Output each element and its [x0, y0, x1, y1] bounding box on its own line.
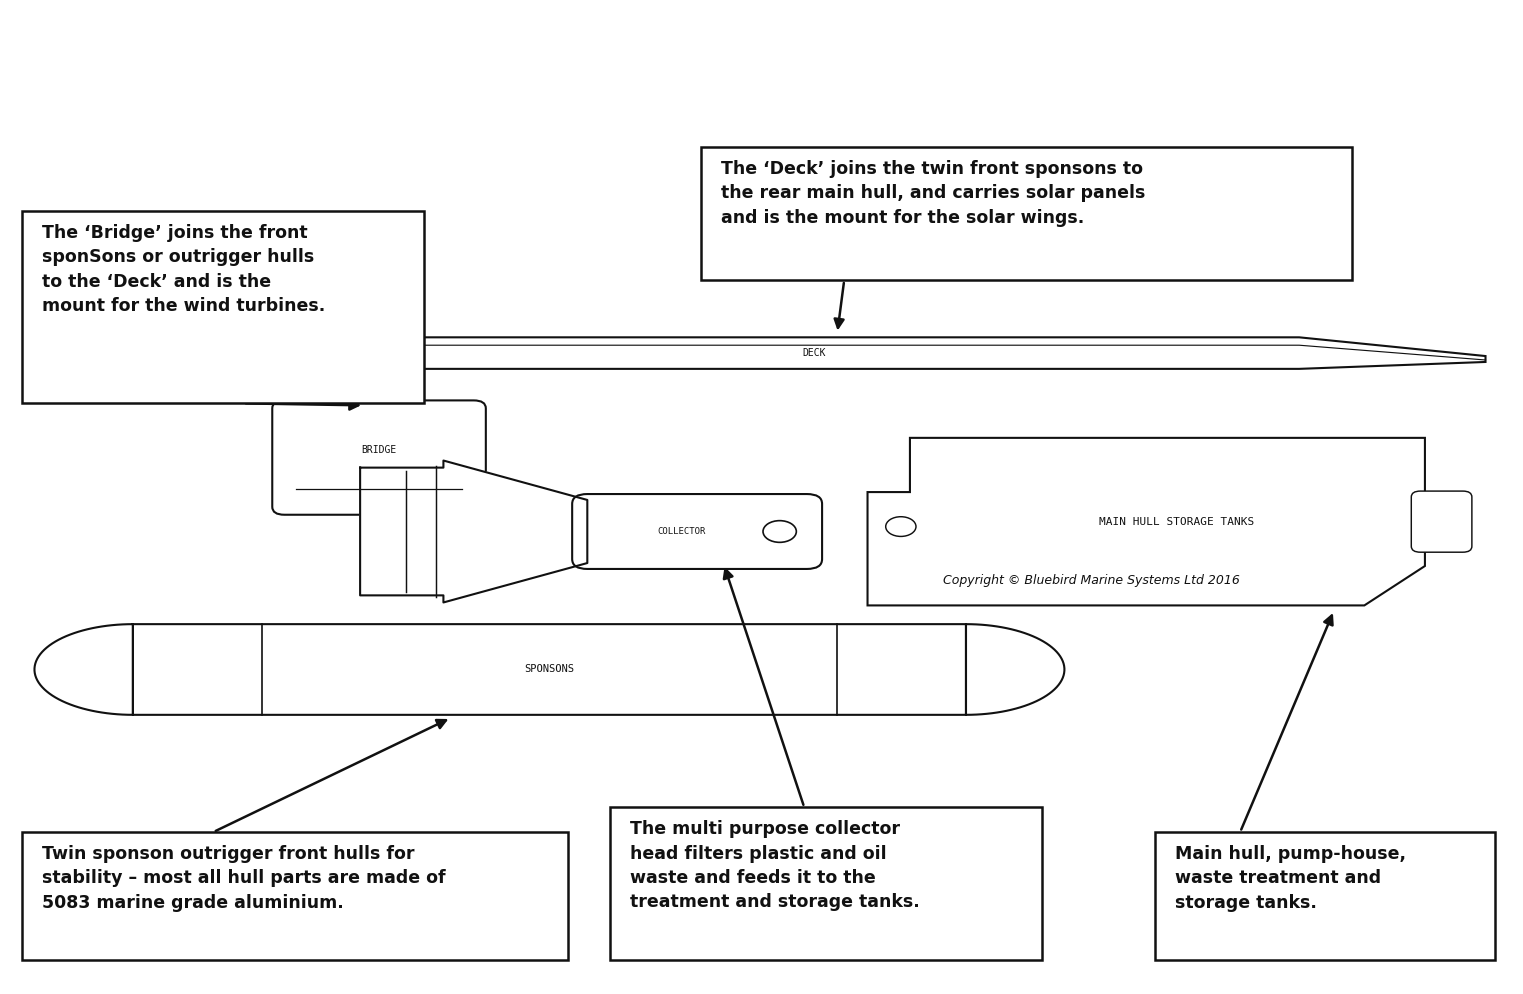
FancyBboxPatch shape [23, 832, 568, 960]
FancyBboxPatch shape [611, 807, 1042, 960]
Polygon shape [359, 460, 588, 602]
Text: The multi purpose collector
head filters plastic and oil
waste and feeds it to t: The multi purpose collector head filters… [629, 820, 920, 911]
Polygon shape [35, 624, 1065, 715]
Polygon shape [285, 337, 1485, 369]
Text: Main hull, pump-house,
waste treatment and
storage tanks.: Main hull, pump-house, waste treatment a… [1176, 845, 1406, 911]
Text: SPONSONS: SPONSONS [524, 665, 574, 675]
Text: BRIDGE: BRIDGE [361, 444, 396, 454]
FancyBboxPatch shape [1412, 491, 1471, 553]
FancyBboxPatch shape [701, 147, 1352, 280]
FancyBboxPatch shape [23, 211, 423, 404]
Text: MAIN HULL STORAGE TANKS: MAIN HULL STORAGE TANKS [1100, 517, 1253, 527]
Polygon shape [868, 438, 1426, 605]
Circle shape [886, 517, 915, 537]
FancyBboxPatch shape [573, 494, 822, 569]
Text: The ‘Bridge’ joins the front
sponSons or outrigger hulls
to the ‘Deck’ and is th: The ‘Bridge’ joins the front sponSons or… [43, 224, 326, 315]
FancyBboxPatch shape [273, 401, 486, 515]
Text: Copyright © Bluebird Marine Systems Ltd 2016: Copyright © Bluebird Marine Systems Ltd … [943, 575, 1240, 587]
Text: The ‘Deck’ joins the twin front sponsons to
the rear main hull, and carries sola: The ‘Deck’ joins the twin front sponsons… [720, 160, 1145, 227]
FancyBboxPatch shape [1156, 832, 1494, 960]
Text: COLLECTOR: COLLECTOR [658, 527, 707, 536]
Circle shape [763, 521, 797, 543]
Text: Twin sponson outrigger front hulls for
stability – most all hull parts are made : Twin sponson outrigger front hulls for s… [43, 845, 446, 911]
Text: DECK: DECK [803, 348, 827, 358]
